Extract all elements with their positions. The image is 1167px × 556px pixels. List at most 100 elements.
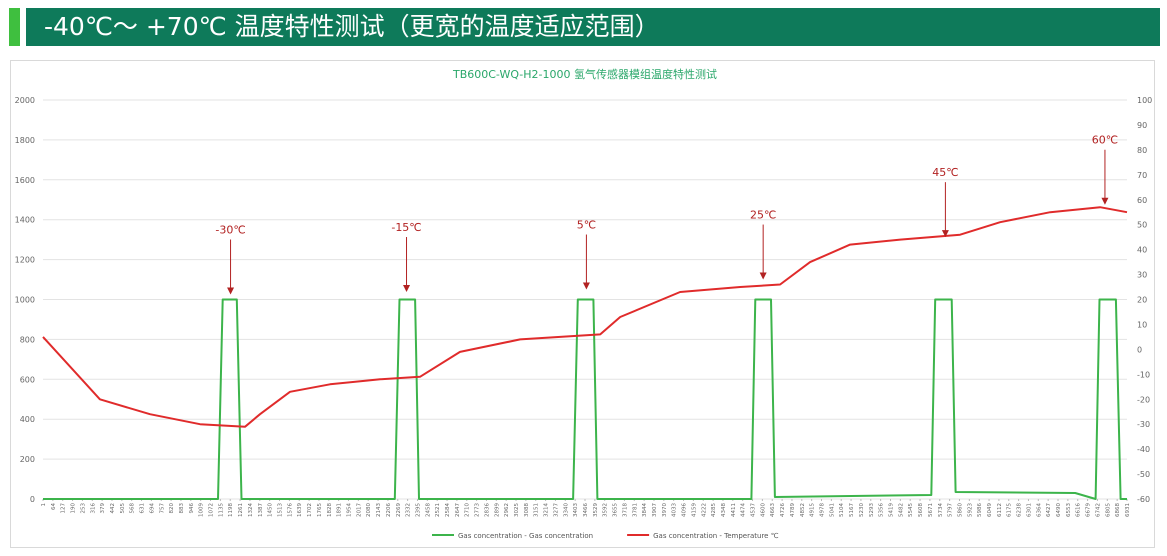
x-tick-label: 2836	[484, 503, 490, 517]
header-title: -40℃～ +70℃ 温度特性测试（更宽的温度适应范围）	[44, 12, 660, 41]
x-tick-label: 2773	[475, 503, 481, 517]
x-tick-label: 4978	[820, 503, 826, 517]
y-tick-label: 1200	[15, 256, 35, 265]
x-tick-label: 3529	[593, 503, 599, 517]
x-tick-label: 3151	[534, 503, 540, 517]
legend-label: Gas concentration - Gas concentration	[458, 532, 593, 540]
y-tick-label: 2000	[15, 96, 35, 105]
x-tick-label: 5356	[879, 503, 885, 517]
x-tick-label: 1261	[238, 503, 244, 517]
x-tick-label: 4726	[780, 503, 786, 517]
x-tick-label: 6301	[1026, 503, 1032, 517]
x-tick-label: 2647	[455, 503, 461, 517]
x-tick-label: 1	[41, 503, 47, 507]
x-tick-label: 1387	[258, 503, 264, 517]
annotation-label: -15℃	[391, 221, 421, 234]
x-tick-label: 5482	[898, 503, 904, 517]
x-tick-label: 6427	[1046, 503, 1052, 517]
annotation-arrowhead	[941, 230, 949, 238]
x-tick-label: 1324	[248, 503, 254, 517]
legend-label: Gas concentration - Temperature ℃	[653, 532, 779, 540]
x-tick-label: 4789	[790, 503, 796, 517]
x-tick-label: 2962	[504, 503, 510, 517]
x-tick-label: 5041	[829, 503, 835, 517]
x-tick-label: 4474	[741, 503, 747, 517]
y2-tick-label: 20	[1137, 296, 1147, 305]
x-tick-label: 2710	[465, 503, 471, 517]
x-tick-label: 3088	[524, 503, 530, 517]
x-tick-label: 1576	[287, 503, 293, 517]
x-tick-label: 5230	[859, 503, 865, 517]
x-tick-label: 6364	[1036, 503, 1042, 517]
y2-tick-label: 80	[1137, 146, 1147, 155]
x-tick-label: 5419	[888, 503, 894, 517]
chart-title: TB600C-WQ-H2-1000 氢气传感器模组温度特性测试	[452, 67, 717, 81]
x-tick-label: 2269	[396, 503, 402, 517]
x-tick-label: 3340	[563, 503, 569, 517]
x-tick-label: 4852	[800, 503, 806, 517]
x-tick-label: 4411	[731, 503, 737, 517]
x-tick-label: 5545	[908, 503, 914, 517]
x-tick-label: 6049	[987, 503, 993, 517]
x-tick-label: 3655	[613, 503, 619, 517]
annotation-arrowhead	[759, 272, 767, 280]
x-tick-label: 6616	[1076, 503, 1082, 517]
x-tick-label: 4537	[751, 503, 757, 517]
x-tick-label: 820	[169, 503, 175, 514]
annotation-arrowhead	[582, 282, 590, 290]
x-tick-label: 946	[189, 503, 195, 514]
x-tick-label: 4033	[672, 503, 678, 517]
x-tick-label: 6175	[1007, 503, 1013, 517]
x-tick-label: 3844	[642, 503, 648, 517]
x-tick-label: 5923	[967, 503, 973, 517]
x-tick-label: 253	[80, 503, 86, 514]
x-tick-label: 2395	[415, 503, 421, 517]
x-tick-label: 2458	[425, 503, 431, 517]
x-tick-label: 3970	[662, 503, 668, 517]
x-tick-label: 505	[120, 503, 126, 514]
x-tick-label: 568	[130, 503, 136, 514]
series-line	[43, 298, 1127, 500]
x-tick-label: 3592	[603, 503, 609, 517]
x-tick-label: 5104	[839, 503, 845, 517]
x-tick-label: 4222	[701, 503, 707, 517]
y2-tick-label: 30	[1137, 271, 1147, 280]
x-tick-label: 4600	[760, 503, 766, 517]
x-tick-label: 1135	[218, 503, 224, 517]
y2-tick-label: 90	[1137, 121, 1147, 130]
x-tick-label: 3277	[553, 503, 559, 517]
x-tick-label: 2899	[494, 503, 500, 517]
x-tick-label: 6931	[1125, 503, 1131, 517]
x-tick-label: 1198	[228, 503, 234, 517]
y-tick-label: 1400	[15, 216, 35, 225]
series-line	[42, 206, 1128, 428]
x-tick-label: 5608	[918, 503, 924, 517]
x-tick-label: 316	[90, 503, 96, 514]
y2-tick-label: 100	[1137, 96, 1152, 105]
header-accent	[9, 8, 20, 46]
x-tick-label: 3781	[632, 503, 638, 517]
chart-frame	[10, 60, 1155, 548]
x-tick-label: 1702	[307, 503, 313, 517]
x-tick-label: 3718	[622, 503, 628, 517]
y2-tick-label: -20	[1137, 395, 1150, 404]
x-tick-label: 1072	[209, 503, 215, 517]
x-tick-label: 2080	[366, 503, 372, 517]
y-tick-label: 400	[20, 415, 35, 424]
annotation-label: 45℃	[932, 166, 958, 179]
x-tick-label: 1765	[317, 503, 323, 517]
annotation-arrowhead	[1101, 197, 1109, 205]
x-tick-label: 4915	[810, 503, 816, 517]
x-tick-label: 1954	[346, 503, 352, 517]
x-tick-label: 2332	[406, 503, 412, 517]
header-bar	[26, 8, 1160, 46]
y2-tick-label: 70	[1137, 171, 1147, 180]
x-tick-label: 2521	[435, 503, 441, 517]
x-tick-label: 6805	[1105, 503, 1111, 517]
annotation-arrowhead	[227, 287, 235, 295]
y-tick-label: 600	[20, 375, 35, 384]
x-tick-label: 6742	[1095, 503, 1101, 517]
x-tick-label: 5167	[849, 503, 855, 517]
